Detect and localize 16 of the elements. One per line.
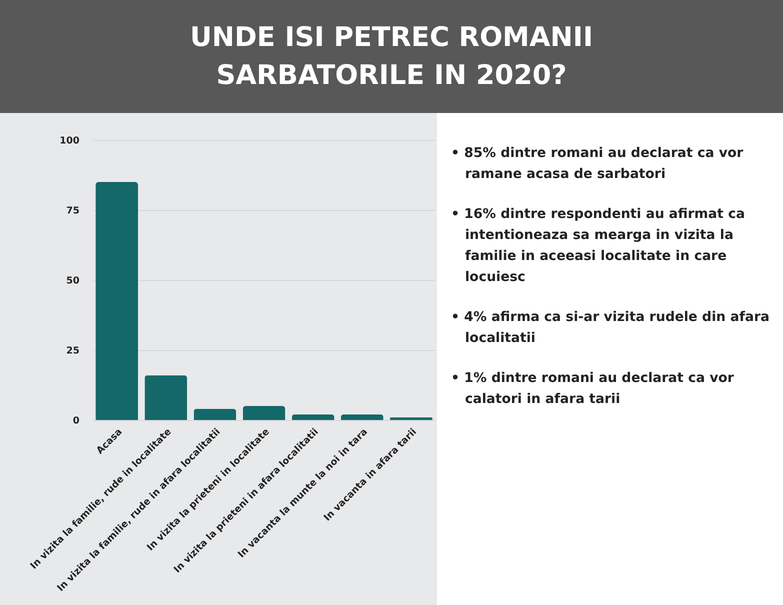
bar [292, 414, 334, 420]
text: • 1% dintre romani au declarat ca vor calatori in afara tarii [451, 370, 735, 409]
y-tick-label: 75 [66, 206, 80, 216]
y-tick-label: 100 [60, 136, 80, 146]
text: • 85% dintre romani au declarat ca vor ramane acasa de sarbatori [451, 145, 744, 184]
y-tick-label: 0 [72, 416, 80, 426]
bar [242, 406, 286, 420]
chart-title: UNDE ISI PETREC ROMANII SARBATORILE IN 2020? [188, 20, 594, 92]
bar [144, 375, 188, 420]
y-tick-label: 25 [66, 346, 80, 356]
bar [340, 414, 384, 420]
text: • 4% afirma ca si-ar vizita rudele din afara localitatii [451, 309, 770, 348]
bar [194, 408, 236, 420]
y-tick-label: 50 [66, 276, 80, 286]
text: • 16% dintre respondenti au afirmat ca intentioneaza sa mearga in vizita la familie in aceeasi localitate in care locuiesc [451, 206, 746, 287]
bar [96, 182, 138, 420]
